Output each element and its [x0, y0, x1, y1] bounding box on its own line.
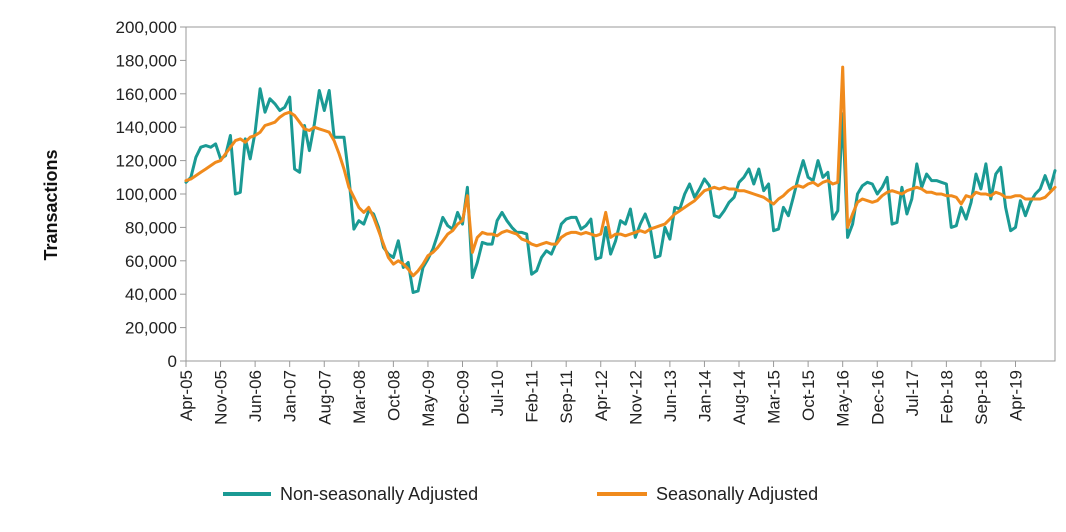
x-tick-label: Mar-08 [350, 370, 369, 424]
series-line-seasonally-adjusted [184, 65, 1057, 278]
x-tick-label: Aug-14 [730, 370, 749, 425]
x-tick-label: Jul-10 [488, 370, 507, 416]
x-tick-label: Sep-11 [557, 370, 576, 424]
x-tick-label: Jun-06 [246, 370, 265, 422]
x-tick-label: Feb-11 [523, 370, 542, 423]
legend-label-seasonally-adjusted: Seasonally Adjusted [656, 484, 818, 504]
x-tick-label: Oct-15 [799, 370, 818, 421]
y-tick-label: 0 [168, 352, 177, 371]
x-tick-label: Feb-18 [937, 370, 956, 424]
legend: Non-seasonally Adjusted Seasonally Adjus… [223, 484, 818, 504]
y-tick-label: 180,000 [116, 51, 177, 70]
series-line-non-seasonally-adjusted [184, 87, 1057, 294]
y-tick-label: 120,000 [116, 152, 177, 171]
x-tick-label: May-16 [834, 370, 853, 427]
x-tick-label: Nov-05 [212, 370, 231, 425]
x-tick-label: Apr-05 [177, 370, 196, 421]
y-tick-label: 200,000 [116, 18, 177, 37]
y-tick-label: 20,000 [125, 319, 177, 338]
x-tick-label: Apr-12 [592, 370, 611, 421]
y-tick-label: 140,000 [116, 118, 177, 137]
x-tick-label: Sep-18 [972, 370, 991, 425]
series-layer [184, 65, 1057, 294]
x-axis: Apr-05 Nov-05 Jun-06 Jan-07 Aug-07 Mar-08 Oct-… [177, 361, 1026, 427]
y-tick-label: 60,000 [125, 252, 177, 271]
y-tick-label: 40,000 [125, 285, 177, 304]
y-tick-label: 160,000 [116, 85, 177, 104]
y-tick-label: 100,000 [116, 185, 177, 204]
x-tick-label: Mar-15 [765, 370, 784, 424]
x-tick-label: May-09 [419, 370, 438, 427]
x-tick-label: Dec-16 [868, 370, 887, 425]
x-tick-label: Jul-17 [903, 370, 922, 416]
y-tick-label: 80,000 [125, 218, 177, 237]
legend-label-non-seasonally-adjusted: Non-seasonally Adjusted [280, 484, 478, 504]
y-axis-label: Transactions [41, 149, 61, 260]
x-tick-label: Oct-08 [384, 370, 403, 421]
y-axis: 0 20,000 40,000 60,000 80,000 100,000 120,000 1… [116, 18, 186, 371]
plot-area [185, 26, 1056, 362]
x-tick-label: Aug-07 [315, 370, 334, 425]
x-tick-label: Apr-19 [1007, 370, 1026, 421]
x-tick-label: Dec-09 [454, 370, 473, 425]
x-tick-label: Nov-12 [626, 370, 645, 425]
x-tick-label: Jan-14 [695, 370, 714, 422]
x-tick-label: Jan-07 [281, 370, 300, 422]
x-tick-label: Jun-13 [661, 370, 680, 422]
